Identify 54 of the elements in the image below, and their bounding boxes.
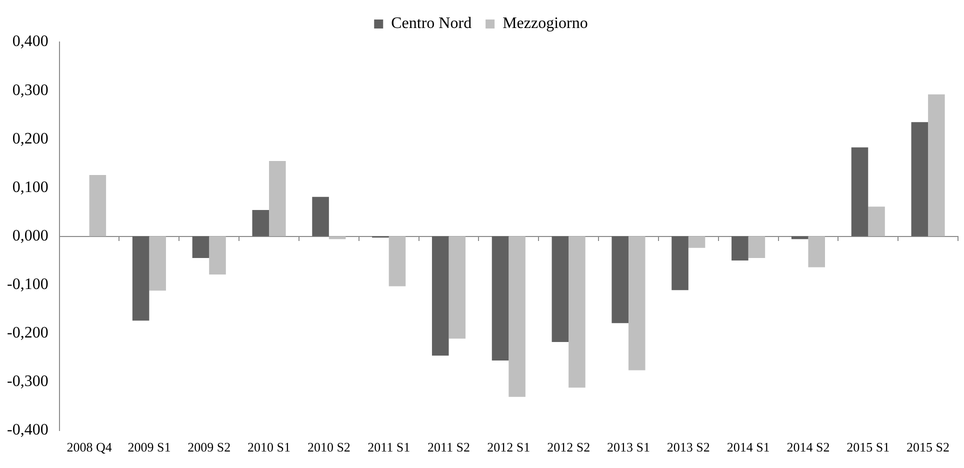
x-tick-label: 2010 S2 <box>307 440 350 455</box>
bar <box>568 236 586 388</box>
bar <box>492 236 509 360</box>
y-tick-label: 0,000 <box>12 227 48 244</box>
bar <box>552 236 569 342</box>
x-tick-label: 2012 S2 <box>547 440 590 455</box>
bar <box>732 236 748 260</box>
legend-label: Mezzogiorno <box>502 15 588 32</box>
x-tick-label: 2012 S1 <box>487 440 530 455</box>
x-tick-label: 2013 S1 <box>606 440 650 455</box>
bar <box>432 236 449 356</box>
x-tick-label: 2009 S1 <box>128 440 171 455</box>
bar <box>328 236 346 240</box>
bar <box>628 236 646 370</box>
bar <box>209 236 226 275</box>
y-tick-label: 0,100 <box>12 178 48 196</box>
bar <box>269 160 286 236</box>
y-tick-label: -0,200 <box>7 324 48 342</box>
bar <box>672 236 688 290</box>
bar <box>252 210 270 236</box>
x-tick-label: 2011 S2 <box>428 440 470 455</box>
x-tick-label: 2014 S1 <box>726 440 770 455</box>
x-tick-label: 2009 S2 <box>188 440 231 455</box>
bar <box>89 175 106 236</box>
x-tick-label: 2013 S2 <box>666 440 710 455</box>
bar <box>612 236 628 324</box>
x-tick-label: 2015 S2 <box>906 440 950 455</box>
bar <box>791 236 808 240</box>
bar <box>748 236 766 258</box>
y-tick-label: -0,100 <box>7 276 48 293</box>
bar <box>388 236 406 286</box>
bar <box>508 236 526 397</box>
legend-label: Centro Nord <box>391 15 472 32</box>
x-tick-label: 2008 Q4 <box>66 440 112 455</box>
x-tick-label: 2010 S1 <box>248 440 291 455</box>
bar <box>448 236 466 339</box>
x-tick-label: 2014 S2 <box>786 440 830 455</box>
bar <box>132 236 150 321</box>
bar <box>851 147 868 236</box>
x-tick-label: 2011 S1 <box>368 440 410 455</box>
bar <box>688 236 706 248</box>
bar <box>928 94 945 236</box>
y-tick-label: -0,300 <box>7 373 48 390</box>
bar <box>192 236 210 258</box>
bar <box>868 206 885 236</box>
y-tick-label: 0,400 <box>12 33 48 50</box>
bar <box>312 196 329 236</box>
bar <box>911 122 928 236</box>
y-tick-label: 0,200 <box>12 130 48 148</box>
bar <box>149 236 166 291</box>
y-tick-label: 0,300 <box>12 82 48 99</box>
x-tick-label: 2015 S1 <box>846 440 890 455</box>
bar <box>808 236 825 268</box>
y-tick-label: -0,400 <box>7 422 48 439</box>
